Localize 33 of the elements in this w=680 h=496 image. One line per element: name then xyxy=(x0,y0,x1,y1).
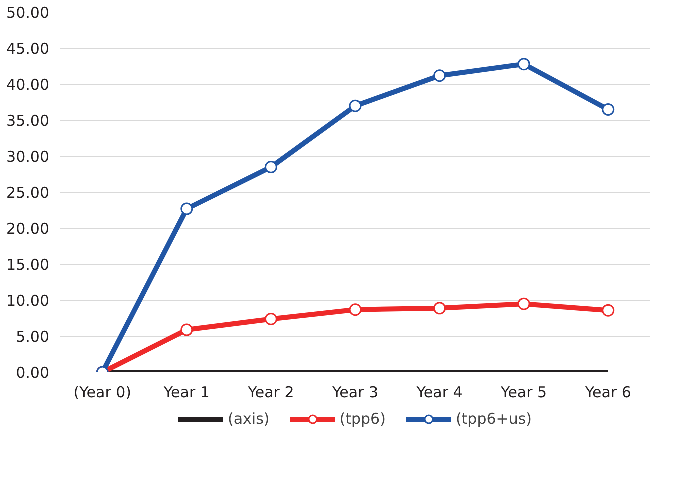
point xyxy=(264,161,278,174)
point xyxy=(602,103,615,116)
x-tick-label: Year 2 xyxy=(247,384,294,402)
point xyxy=(349,100,362,112)
y-tick-label: 40.00 xyxy=(6,76,50,94)
point xyxy=(434,70,446,82)
point xyxy=(180,202,194,216)
point xyxy=(434,302,446,315)
point xyxy=(518,58,530,71)
x-tick-label: Year 5 xyxy=(500,384,548,402)
point xyxy=(518,298,530,310)
x-tick-label: Year 6 xyxy=(584,384,632,402)
y-tick-label: 10.00 xyxy=(6,292,50,310)
legend-label: (tpp6) xyxy=(340,410,386,428)
point xyxy=(349,304,362,316)
y-tick-label: 25.00 xyxy=(6,184,50,202)
legend-label: (axis) xyxy=(228,410,270,428)
x-tick-label: Year 4 xyxy=(416,384,463,402)
y-tick-label: 50.00 xyxy=(6,4,50,22)
x-tick-label: Year 3 xyxy=(331,384,379,402)
x-tick-label: Year 1 xyxy=(162,384,210,402)
y-tick-label: 30.00 xyxy=(6,148,50,166)
point xyxy=(264,312,278,326)
y-tick-label: 35.00 xyxy=(6,112,50,130)
point xyxy=(602,304,615,317)
y-tick-label: 5.00 xyxy=(16,328,50,346)
legend-label: (tpp6+us) xyxy=(456,410,532,428)
y-tick-label: 20.00 xyxy=(6,220,50,238)
y-tick-label: 15.00 xyxy=(6,256,50,274)
y-tick-label: 45.00 xyxy=(6,40,50,58)
x-tick-label: (Year 0) xyxy=(74,384,132,402)
point xyxy=(180,324,194,336)
y-tick-label: 0.00 xyxy=(16,364,50,382)
